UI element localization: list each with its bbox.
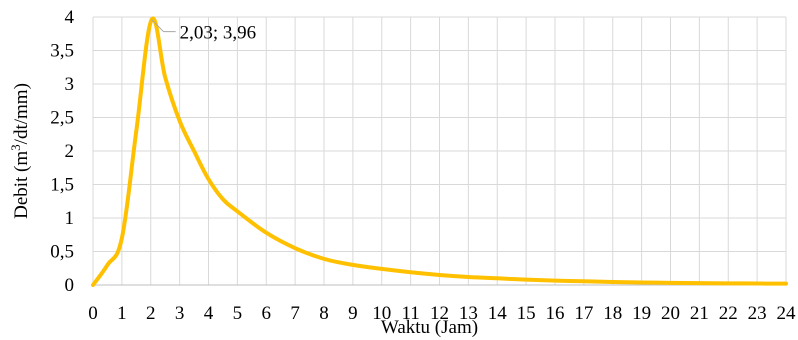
- x-tick-label: 17: [574, 303, 593, 324]
- x-tick-label: 7: [290, 303, 300, 324]
- x-tick-label: 5: [233, 303, 243, 324]
- x-tick-label: 18: [603, 303, 622, 324]
- x-tick-label: 16: [546, 303, 565, 324]
- x-tick-label: 12: [430, 303, 449, 324]
- x-tick-label: 4: [204, 303, 214, 324]
- x-tick-label: 23: [748, 303, 767, 324]
- x-tick-label: 6: [262, 303, 272, 324]
- y-tick-label: 0: [65, 275, 75, 296]
- axes: [92, 17, 786, 286]
- x-axis-label: Waktu (Jam): [381, 317, 478, 338]
- x-tick-label: 3: [175, 303, 185, 324]
- x-tick-label: 20: [661, 303, 680, 324]
- grid: [93, 16, 787, 285]
- y-tick-label: 1: [65, 208, 75, 229]
- x-tick-labels: 0 1 2 3 4 5 6 7 8 9 10 11 12 13 14 15 16 17 18 19 20 21 22 23 24: [88, 303, 796, 324]
- y-tick-label: 3: [65, 74, 75, 95]
- peak-annotation: 2,03; 3,96: [151, 19, 257, 44]
- annotation-label: 2,03; 3,96: [180, 23, 257, 44]
- x-tick-label: 22: [719, 303, 738, 324]
- y-axis-label: Debit (m3/dt/mm): [8, 83, 32, 219]
- y-tick-label: 0,5: [50, 242, 74, 263]
- x-tick-label: 21: [690, 303, 709, 324]
- y-tick-label: 3,5: [50, 41, 74, 62]
- x-tick-label: 14: [488, 303, 508, 324]
- x-tick-label: 0: [88, 303, 98, 324]
- x-tick-label: 24: [777, 303, 797, 324]
- y-tick-label: 1,5: [50, 175, 74, 196]
- x-tick-label: 1: [117, 303, 127, 324]
- x-tick-label: 19: [632, 303, 651, 324]
- annotation-leader: [151, 19, 176, 33]
- y-tick-label: 4: [65, 7, 75, 28]
- x-tick-label: 8: [319, 303, 329, 324]
- x-tick-label: 13: [459, 303, 478, 324]
- y-tick-label: 2: [65, 141, 75, 162]
- y-tick-label: 2,5: [50, 108, 74, 129]
- y-tick-labels: 0 0,5 1 1,5 2 2,5 3 3,5 4: [50, 7, 74, 296]
- x-tick-label: 9: [348, 303, 358, 324]
- x-tick-label: 10: [372, 303, 391, 324]
- x-tick-label: 2: [146, 303, 156, 324]
- x-tick-label: 15: [517, 303, 536, 324]
- x-tick-label: 11: [401, 303, 419, 324]
